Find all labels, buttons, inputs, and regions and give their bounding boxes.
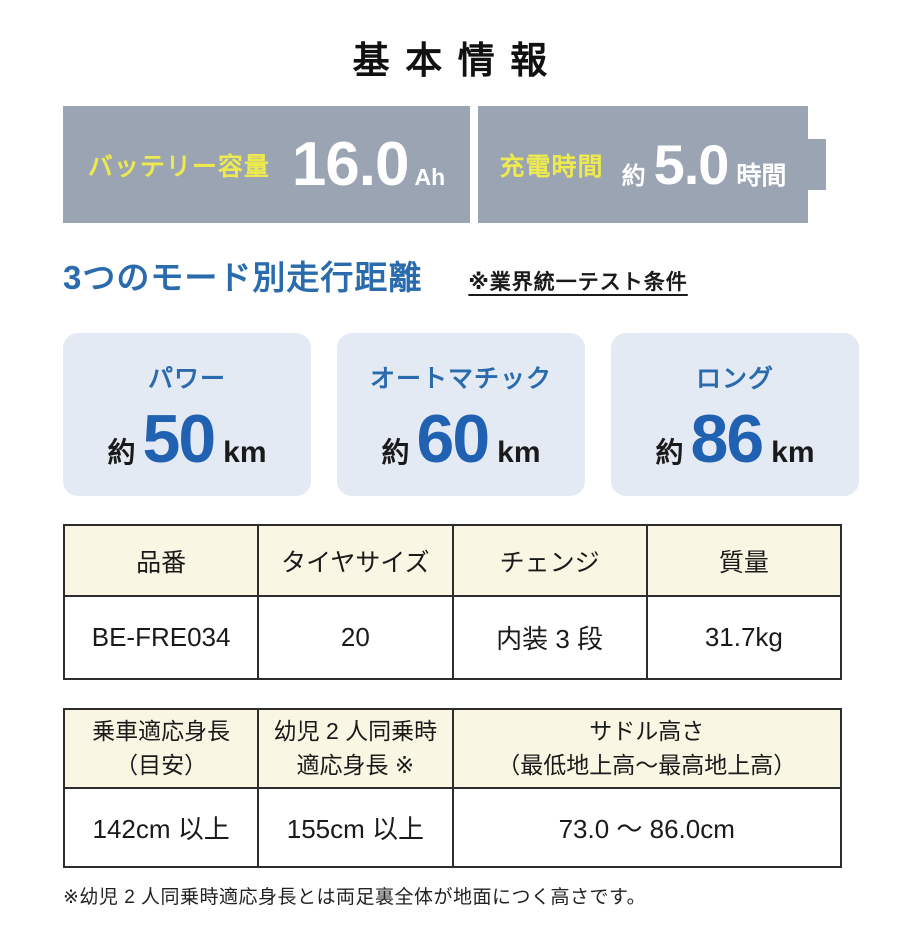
spec-value-tire-size: 20 — [257, 595, 454, 680]
mode-label: オートマチック — [369, 364, 552, 393]
mode-unit: km — [771, 435, 815, 469]
spec-value-weight: 31.7kg — [645, 595, 843, 680]
height-header-two-children: 幼児 2 人同乗時 適応身長 ※ — [257, 708, 454, 789]
height-value-two-children: 155cm 以上 — [257, 787, 454, 868]
mode-prefix: 約 — [655, 436, 684, 468]
footnote: ※幼児 2 人同乗時適応身長とは両足裏全体が地面につく高さです。 — [63, 887, 647, 908]
mode-cards-row: パワー 約 50 km オートマチック 約 60 km ロング 約 86 km — [63, 333, 900, 496]
height-value-saddle: 73.0 ～ 86.0cm — [451, 787, 842, 868]
height-table-header-row: 乗車適応身長 （目安） 幼児 2 人同乗時 適応身長 ※ サドル高さ （最低地上… — [62, 708, 842, 789]
spec-table: 品番 タイヤサイズ チェンジ 質量 BE-FRE034 20 内装 3 段 31… — [62, 524, 843, 680]
height-header-saddle: サドル高さ （最低地上高～最高地上高） — [451, 708, 842, 789]
page-title: 基本情報 — [352, 40, 563, 81]
battery-terminal-shape — [808, 139, 826, 190]
spec-header-gears: チェンジ — [451, 524, 648, 597]
mode-prefix: 約 — [381, 436, 410, 468]
test-conditions-note: ※業界統一テスト条件 — [468, 271, 688, 294]
mode-unit: km — [223, 435, 267, 469]
spec-value-gears: 内装 3 段 — [451, 595, 648, 680]
header-line: 幼児 2 人同乗時 — [273, 718, 438, 745]
spec-table-header-row: 品番 タイヤサイズ チェンジ 質量 — [62, 524, 843, 597]
spec-header-model: 品番 — [62, 524, 260, 597]
mode-label: パワー — [147, 364, 226, 393]
height-table: 乗車適応身長 （目安） 幼児 2 人同乗時 適応身長 ※ サドル高さ （最低地上… — [62, 708, 842, 868]
height-table-value-row: 142cm 以上 155cm 以上 73.0 ～ 86.0cm — [62, 787, 842, 868]
header-line: （目安） — [115, 751, 208, 778]
height-header-rider: 乗車適応身長 （目安） — [62, 708, 260, 789]
charge-time-value: 5.0 — [653, 132, 730, 196]
charge-time-unit: 時間 — [736, 161, 787, 190]
header-line: サドル高さ — [589, 718, 705, 745]
spec-header-tire-size: タイヤサイズ — [257, 524, 454, 597]
charge-time-label: 充電時間 — [499, 152, 604, 181]
modes-heading: 3つのモード別走行距離 — [63, 259, 423, 296]
battery-capacity-panel: バッテリー容量 16.0 Ah — [63, 106, 470, 223]
battery-capacity-value: 16.0 — [291, 129, 410, 199]
battery-capacity-label: バッテリー容量 — [87, 152, 270, 181]
mode-value: 60 — [416, 400, 491, 477]
battery-banner: バッテリー容量 16.0 Ah 充電時間 約 5.0 時間 — [63, 106, 826, 223]
mode-unit: km — [497, 435, 541, 469]
mode-card-automatic: オートマチック 約 60 km — [337, 333, 585, 496]
mode-label: ロング — [695, 364, 774, 393]
modes-heading-row: 3つのモード別走行距離 ※業界統一テスト条件 — [63, 251, 900, 299]
header-line: （最低地上高～最高地上高） — [497, 751, 797, 778]
charge-time-prefix: 約 — [621, 162, 646, 190]
mode-card-power: パワー 約 50 km — [63, 333, 311, 496]
header-line: 乗車適応身長 — [92, 718, 231, 745]
mode-card-long: ロング 約 86 km — [611, 333, 859, 496]
mode-value: 86 — [690, 400, 765, 477]
height-value-rider: 142cm 以上 — [62, 787, 260, 868]
spec-table-value-row: BE-FRE034 20 内装 3 段 31.7kg — [62, 595, 843, 680]
battery-capacity-unit: Ah — [414, 163, 446, 190]
charge-time-panel: 充電時間 約 5.0 時間 — [478, 106, 808, 223]
spec-value-model: BE-FRE034 — [62, 595, 260, 680]
spec-header-weight: 質量 — [645, 524, 843, 597]
header-line: 適応身長 ※ — [296, 751, 415, 778]
mode-prefix: 約 — [107, 436, 136, 468]
mode-value: 50 — [142, 400, 217, 477]
